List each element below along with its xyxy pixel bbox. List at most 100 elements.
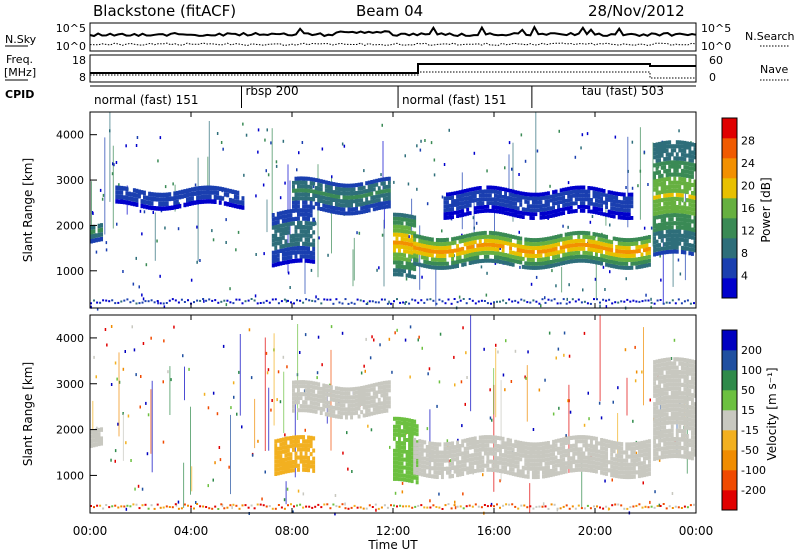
data-cell: [597, 457, 601, 462]
ground-cell: [102, 299, 105, 302]
data-cell: [615, 195, 619, 200]
data-cell: [324, 384, 328, 389]
data-cell: [329, 397, 333, 402]
data-cell: [562, 207, 566, 212]
data-cell: [547, 473, 550, 478]
data-cell: [506, 442, 510, 447]
data-cell: [526, 446, 530, 451]
data-cell: [673, 148, 677, 153]
data-cell: [405, 225, 409, 230]
data-cell: [564, 449, 568, 454]
data-cell: [279, 446, 283, 451]
data-cell: [491, 459, 495, 464]
data-cell: [627, 466, 631, 471]
data-cell: [430, 237, 434, 242]
data-cell: [693, 240, 697, 245]
data-cell: [370, 395, 374, 400]
data-cell: [279, 248, 283, 253]
noise-cell: [462, 326, 464, 330]
data-cell: [466, 442, 470, 447]
data-cell: [526, 249, 530, 254]
data-cell: [395, 232, 399, 237]
noise-cell: [650, 297, 652, 301]
data-cell: [345, 415, 348, 420]
data-cell: [673, 449, 677, 454]
data-cell: [665, 366, 669, 371]
ground-cell: [180, 298, 183, 301]
data-cell: [304, 250, 308, 255]
noise-cell: [604, 288, 606, 291]
data-cell: [693, 187, 697, 192]
data-cell: [680, 173, 684, 178]
data-cell: [663, 421, 667, 426]
data-cell: [451, 211, 455, 216]
data-cell: [415, 440, 419, 445]
data-cell: [191, 196, 194, 201]
noise-cell: [287, 271, 290, 275]
data-cell: [658, 174, 662, 179]
data-cell: [299, 229, 303, 234]
data-cell: [393, 428, 396, 433]
data-cell: [233, 199, 237, 204]
data-cell: [635, 241, 639, 246]
ground-cell: [659, 505, 662, 507]
streak-cell: [495, 348, 497, 418]
data-cell: [276, 253, 280, 258]
data-cell: [670, 152, 674, 157]
data-cell: [92, 442, 96, 448]
data-cell: [554, 250, 558, 255]
data-cell: [509, 258, 513, 263]
data-cell: [584, 231, 588, 236]
data-cell: [675, 192, 679, 197]
data-cell: [577, 205, 581, 209]
data-cell: [458, 444, 462, 449]
data-cell: [562, 470, 566, 475]
data-cell: [562, 461, 566, 466]
data-cell: [410, 246, 414, 251]
data-cell: [385, 384, 389, 389]
data-cell: [461, 197, 465, 202]
data-cell: [658, 375, 662, 380]
data-cell: [595, 256, 598, 261]
data-cell: [531, 246, 535, 251]
data-cell: [463, 200, 467, 205]
data-cell: [617, 215, 621, 220]
data-cell: [322, 207, 326, 212]
data-cell: [506, 446, 510, 451]
ground-cell: [405, 505, 408, 508]
data-cell: [428, 469, 432, 474]
data-cell: [648, 238, 651, 243]
data-cell: [327, 400, 331, 405]
data-cell: [425, 244, 429, 249]
data-cell: [655, 247, 659, 252]
ground-cell: [490, 302, 492, 305]
data-cell: [569, 255, 573, 260]
data-cell: [567, 206, 571, 211]
ground-cell: [171, 506, 174, 509]
data-cell: [494, 231, 497, 236]
data-cell: [483, 250, 487, 255]
data-cell: [405, 450, 409, 454]
data-cell: [337, 183, 341, 187]
data-cell: [377, 397, 381, 402]
noise-cell: [248, 328, 251, 332]
data-cell: [640, 252, 644, 257]
noise-cell: [514, 349, 517, 353]
data-cell: [481, 205, 485, 210]
data-cell: [539, 245, 543, 250]
noise-cell: [365, 337, 367, 341]
data-cell: [299, 384, 303, 389]
data-cell: [665, 250, 669, 255]
data-cell: [430, 249, 434, 254]
data-cell: [693, 199, 697, 204]
data-cell: [625, 254, 629, 258]
noise-cell: [505, 339, 507, 343]
data-cell: [403, 233, 407, 238]
data-cell: [572, 443, 576, 448]
noise-cell: [420, 139, 422, 143]
data-cell: [307, 233, 311, 238]
data-cell: [511, 212, 515, 217]
data-cell: [499, 468, 502, 473]
noise-cell: [99, 188, 102, 192]
ground-cell: [223, 507, 226, 510]
